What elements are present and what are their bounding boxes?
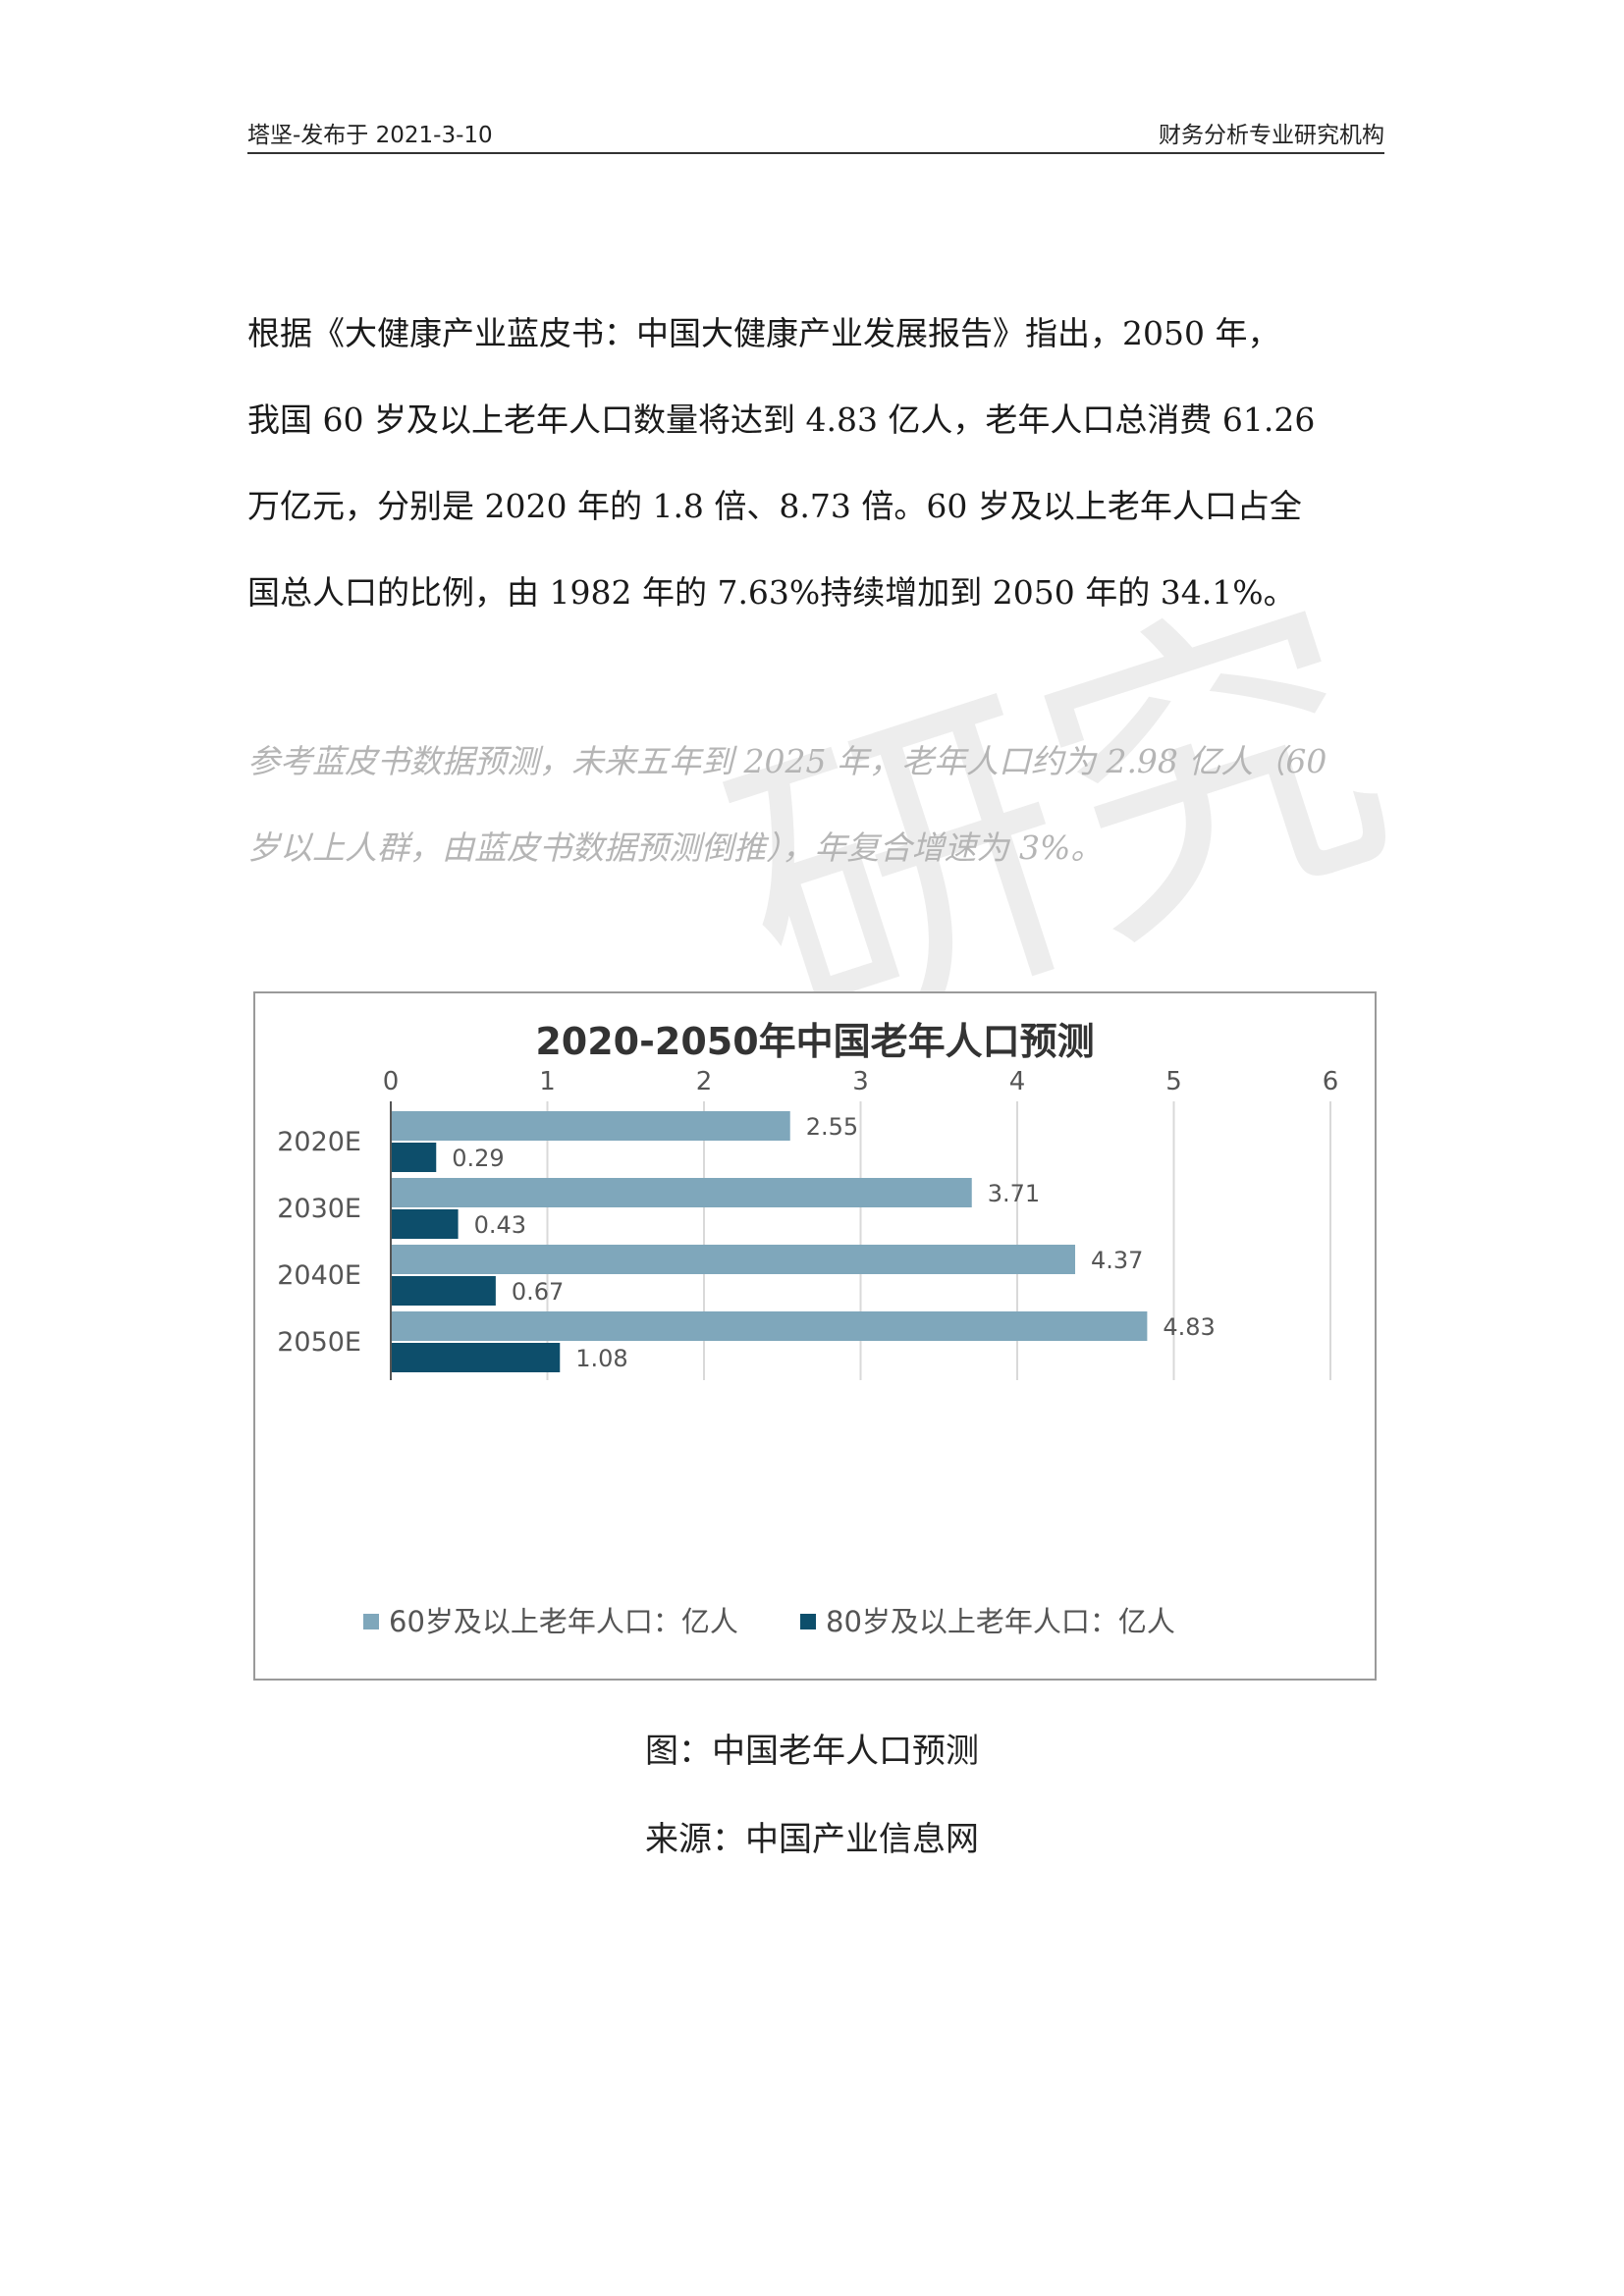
data-label: 0.67: [512, 1278, 564, 1306]
header-rule: [247, 152, 1384, 154]
data-label: 2.55: [806, 1113, 858, 1141]
chart-title: 2020-2050年中国老年人口预测: [535, 1020, 1094, 1063]
category-label: 2020E: [277, 1127, 361, 1157]
bar-age80: [391, 1209, 459, 1239]
header-date: 塔坚-发布于 2021-3-10: [247, 123, 493, 148]
body-line: 根据《大健康产业蓝皮书：中国大健康产业发展报告》指出，2050 年，: [247, 314, 1280, 352]
source-caption: 来源：中国产业信息网: [645, 1820, 979, 1859]
bar-age80: [391, 1343, 561, 1372]
x-tick-label: 4: [1009, 1067, 1026, 1096]
note-paragraph: 参考蓝皮书数据预测，未来五年到 2025 年，老年人口约为 2.98 亿人（60…: [247, 719, 1386, 891]
note-line: 参考蓝皮书数据预测，未来五年到 2025 年，老年人口约为 2.98 亿人（60: [247, 742, 1327, 780]
bar-age60: [391, 1178, 972, 1207]
bar-age60: [391, 1245, 1076, 1274]
figure-caption: 图：中国老年人口预测: [645, 1732, 979, 1771]
bar-age60: [391, 1111, 790, 1141]
x-tick-label: 5: [1165, 1067, 1182, 1096]
bar-age80: [391, 1276, 496, 1306]
category-label: 2030E: [277, 1194, 361, 1224]
body-line: 万亿元，分别是 2020 年的 1.8 倍、8.73 倍。60 岁及以上老年人口…: [247, 487, 1302, 525]
legend-label: 80岁及以上老年人口：亿人: [826, 1605, 1175, 1638]
category-label: 2040E: [277, 1260, 361, 1291]
x-tick-label: 2: [696, 1067, 713, 1096]
data-label: 0.29: [452, 1145, 504, 1172]
body-line: 我国 60 岁及以上老年人口数量将达到 4.83 亿人，老年人口总消费 61.2…: [247, 400, 1316, 439]
bar-age80: [391, 1143, 437, 1172]
data-label: 4.83: [1163, 1313, 1215, 1341]
note-line: 岁以上人群，由蓝皮书数据预测倒推），年复合增速为 3%。: [247, 828, 1104, 867]
header-org: 财务分析专业研究机构: [1159, 123, 1384, 148]
data-label: 3.71: [988, 1180, 1040, 1207]
x-tick-label: 3: [852, 1067, 869, 1096]
body-paragraph: 根据《大健康产业蓝皮书：中国大健康产业发展报告》指出，2050 年， 我国 60…: [247, 291, 1386, 636]
category-label: 2050E: [277, 1327, 361, 1358]
data-label: 0.43: [474, 1211, 526, 1239]
x-tick-label: 0: [383, 1067, 400, 1096]
bar-age60: [391, 1311, 1148, 1341]
legend-swatch: [363, 1614, 379, 1629]
data-label: 4.37: [1091, 1247, 1143, 1274]
legend-swatch: [800, 1614, 816, 1629]
population-chart: 2020-2050年中国老年人口预测 0 1 2 3 4 5 6 2020E 2.55 0.29 2…: [277, 1020, 1339, 1638]
x-tick-label: 1: [539, 1067, 556, 1096]
data-label: 1.08: [575, 1345, 627, 1372]
legend-label: 60岁及以上老年人口：亿人: [389, 1605, 738, 1638]
body-line: 国总人口的比例，由 1982 年的 7.63%持续增加到 2050 年的 34.…: [247, 573, 1296, 612]
chart-frame: 2020-2050年中国老年人口预测 0 1 2 3 4 5 6 2020E 2.55 0.29 2…: [253, 991, 1377, 1681]
x-tick-label: 6: [1323, 1067, 1339, 1096]
